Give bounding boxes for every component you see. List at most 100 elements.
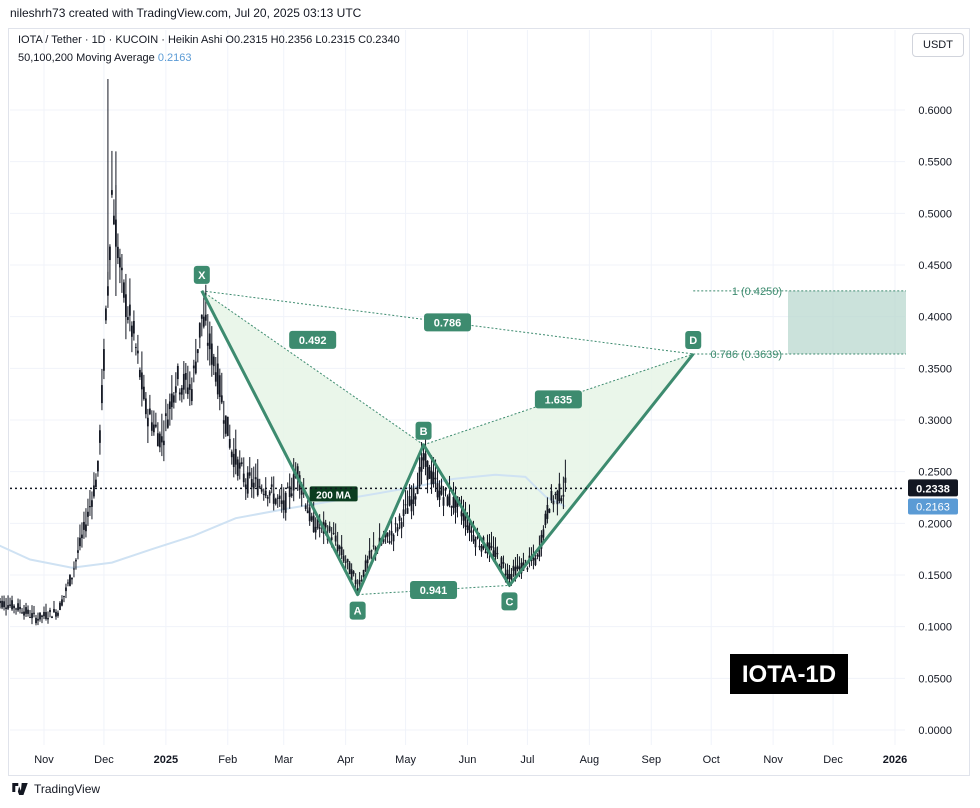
candle-body — [446, 496, 449, 506]
last-price-tag: 0.2338 — [916, 483, 950, 495]
candle-body — [382, 538, 385, 542]
candle-body — [464, 515, 467, 527]
candle-body — [0, 601, 1, 604]
candle-body — [438, 490, 441, 500]
x-tick-label: Feb — [218, 754, 237, 766]
candle-body — [368, 550, 371, 559]
symbol-legend: IOTA / Tether · 1D · KUCOIN · Heikin Ash… — [18, 34, 400, 46]
candle-body — [436, 483, 439, 498]
candle-body — [117, 246, 119, 259]
candle-body — [318, 527, 321, 530]
candle-body — [280, 500, 283, 505]
pattern-triangle — [201, 290, 424, 595]
candle-body — [396, 527, 399, 532]
y-axis: 0.0000 0.0500 0.1000 0.1500 0.2000 0.2500 0.30… — [918, 105, 952, 737]
candle-body — [336, 544, 339, 551]
point-label-x-bg — [193, 265, 210, 284]
candle-body — [234, 448, 237, 465]
candle-body — [19, 606, 21, 610]
candle-body — [306, 510, 309, 514]
candle-body — [196, 349, 199, 354]
x-tick-label: Dec — [823, 754, 843, 766]
footer-brand: TradingView — [34, 782, 101, 796]
candle-body — [81, 534, 83, 539]
candle-body — [338, 546, 341, 549]
candle-body — [184, 372, 187, 380]
candle-body — [502, 562, 505, 564]
currency-button[interactable]: USDT — [912, 33, 964, 57]
ratio-label: 0.786 — [434, 317, 462, 329]
point-label-a: A — [354, 606, 362, 618]
candle-body — [272, 493, 275, 504]
candle-body — [406, 508, 409, 514]
candle-body — [53, 608, 55, 613]
y-tick-label: 0.0000 — [918, 725, 952, 737]
candle-body — [9, 604, 11, 606]
target-top-label: 1 (0.4250) — [732, 286, 782, 298]
candle-body — [95, 479, 97, 488]
y-tick-label: 0.4500 — [918, 260, 952, 272]
candle-body — [290, 493, 293, 496]
candle-body — [450, 505, 453, 508]
candle-body — [166, 419, 169, 428]
candle-body — [146, 417, 149, 427]
candle-body — [492, 550, 495, 558]
candle-body — [530, 559, 533, 561]
candle-body — [130, 325, 133, 337]
candle-body — [43, 611, 45, 617]
candle-body — [356, 588, 359, 592]
candle-body — [390, 531, 393, 536]
ratio-label: 1.635 — [545, 394, 573, 406]
x-tick-label: Mar — [274, 754, 293, 766]
candle-body — [274, 499, 277, 504]
grid — [10, 30, 905, 745]
x-tick-label: Aug — [580, 754, 600, 766]
candle-body — [430, 470, 433, 485]
candle-body — [330, 537, 333, 541]
candle-body — [214, 372, 217, 382]
candle-body — [364, 560, 367, 571]
candle-body — [414, 496, 417, 500]
candle-body — [392, 534, 395, 542]
candle-body — [208, 333, 211, 350]
candle-body — [394, 523, 397, 525]
point-label-d: D — [689, 335, 697, 347]
candle-body — [432, 472, 435, 485]
candle-body — [426, 460, 429, 481]
candle-body — [45, 612, 47, 619]
candle-body — [109, 246, 111, 261]
candle-body — [232, 453, 235, 468]
candle-body — [93, 485, 95, 497]
candle-body — [186, 387, 189, 395]
ratio-line-BD — [423, 353, 694, 446]
title-badge: IOTA-1D — [742, 661, 836, 688]
candle-body — [224, 415, 227, 434]
candle-body — [158, 433, 161, 448]
candle-body — [324, 522, 327, 528]
candle-body — [113, 215, 115, 225]
candle-body — [27, 609, 29, 614]
candle-body — [442, 497, 445, 506]
candle-body — [57, 612, 59, 616]
y-tick-label: 0.2000 — [918, 518, 952, 530]
candle-body — [478, 545, 481, 548]
candle-body — [256, 478, 259, 496]
candle-body — [564, 477, 567, 483]
candle-body — [164, 413, 167, 417]
candle-body — [160, 436, 163, 443]
candle-body — [119, 257, 121, 268]
candle-body — [73, 568, 75, 570]
candle-body — [174, 386, 177, 393]
point-label-x: X — [198, 270, 206, 282]
candle-body — [105, 308, 107, 321]
x-tick-label: 2026 — [883, 754, 907, 766]
candle-body — [230, 451, 233, 458]
point-label-b-bg — [415, 421, 432, 440]
candle-body — [121, 267, 123, 271]
candle-body — [496, 553, 499, 555]
candle-body — [302, 492, 305, 494]
ma-legend: 50,100,200 Moving Average 0.2163 — [18, 52, 192, 64]
y-tick-label: 0.3000 — [918, 415, 952, 427]
candle-body — [510, 573, 513, 580]
